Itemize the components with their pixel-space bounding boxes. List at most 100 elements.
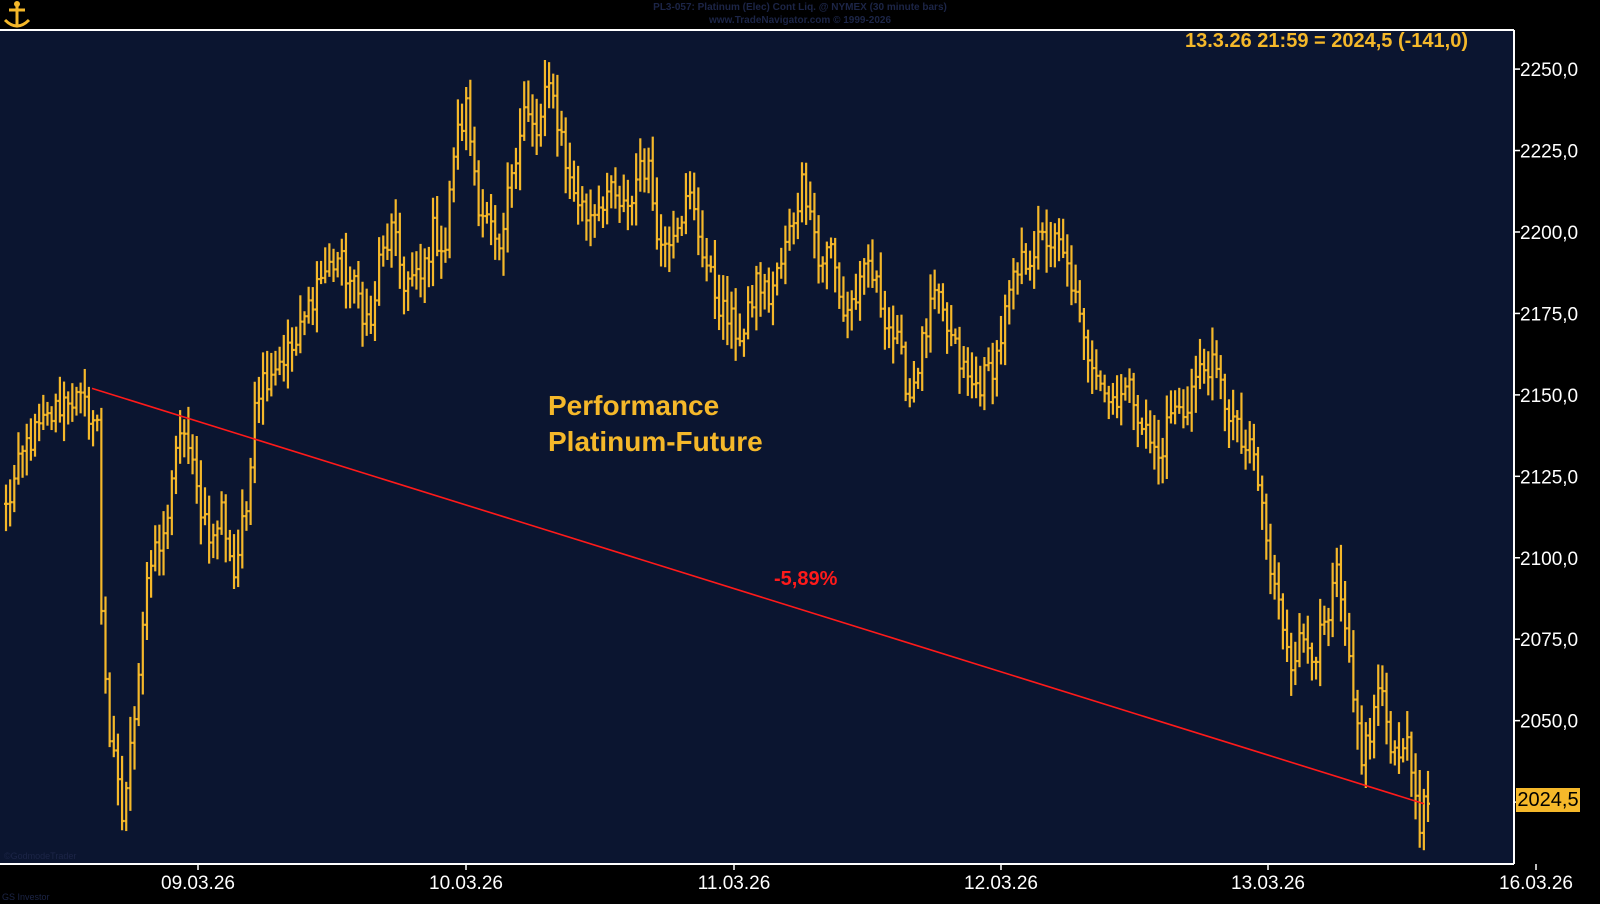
ohlc-bar (924, 318, 929, 359)
ohlc-bar (302, 311, 307, 336)
y-tick-label: 2050,0 (1520, 712, 1578, 733)
ohlc-bar (256, 376, 261, 424)
ohlc-bar (78, 382, 83, 414)
ohlc-bar (186, 406, 191, 464)
ohlc-bar (248, 457, 253, 526)
ohlc-bar (1135, 394, 1140, 448)
ohlc-bar (128, 716, 133, 811)
ohlc-bar (426, 246, 431, 288)
ohlc-bar (646, 147, 651, 194)
ohlc-bar (49, 406, 54, 431)
ohlc-bar (663, 226, 668, 268)
ohlc-bar (733, 288, 738, 361)
ohlc-bar (717, 274, 722, 331)
ohlc-bar (783, 225, 788, 285)
ohlc-bar (1011, 258, 1016, 310)
ohlc-bar (372, 281, 377, 342)
ohlc-bar (940, 283, 945, 322)
ohlc-bar (762, 273, 767, 310)
ohlc-bar (298, 295, 303, 354)
ohlc-bar (1421, 788, 1426, 851)
ohlc-bar (542, 59, 547, 137)
ohlc-bar (62, 381, 67, 442)
ohlc-bar (911, 360, 916, 403)
ohlc-bar (580, 186, 585, 222)
ohlc-bar (820, 256, 825, 283)
ohlc-bar (91, 410, 96, 447)
ohlc-bar (882, 290, 887, 350)
ohlc-bar (1314, 656, 1319, 680)
ohlc-bar (144, 562, 149, 640)
ohlc-bar (1173, 390, 1178, 425)
ohlc-bar (439, 225, 444, 279)
ohlc-bar (1334, 547, 1339, 598)
ohlc-bar (1177, 387, 1182, 414)
ohlc-bar (1426, 770, 1430, 823)
ohlc-bar (157, 524, 162, 576)
ohlc-bar (202, 487, 207, 526)
ohlc-bar (899, 314, 904, 355)
ohlc-bar (630, 195, 635, 226)
ohlc-bar (907, 378, 912, 408)
ohlc-bar (451, 147, 456, 203)
plot-area (0, 30, 1514, 864)
last-price-marker: 2024,5 (1516, 788, 1580, 812)
ohlc-bar (198, 460, 203, 545)
chart-header-copyright: www.TradeNavigator.com © 1999-2026 (708, 15, 892, 26)
ohlc-bar (1305, 615, 1310, 664)
ohlc-bar (28, 418, 33, 461)
ohlc-bar (1363, 722, 1368, 788)
ohlc-bar (20, 445, 25, 478)
last-price-info: 13.3.26 21:59 = 2024,5 (-141,0) (1185, 30, 1468, 52)
ohlc-bar (729, 291, 734, 349)
ohlc-bar (986, 347, 991, 372)
ohlc-bar (381, 235, 386, 267)
ohlc-bar (99, 407, 104, 625)
ohlc-bar (207, 495, 212, 564)
ohlc-bar (385, 223, 390, 260)
ohlc-bar (799, 162, 804, 223)
ohlc-bar (1256, 446, 1261, 491)
ohlc-bar (994, 340, 999, 397)
ohlc-bar (1401, 738, 1406, 763)
ohlc-bar (766, 267, 771, 313)
y-tick-label: 2200,0 (1520, 223, 1578, 244)
ohlc-bar (1094, 349, 1099, 390)
ohlc-bar (1309, 642, 1314, 681)
ohlc-bar (679, 215, 684, 236)
ohlc-bar (1417, 770, 1422, 848)
ohlc-bar (1239, 392, 1244, 454)
ohlc-bar (816, 215, 821, 284)
ohlc-bar (1023, 243, 1028, 275)
ohlc-bar (1338, 544, 1343, 622)
ohlc-bar (613, 167, 618, 209)
ohlc-bar (1185, 386, 1190, 426)
ohlc-bar (903, 341, 908, 402)
ohlc-bar (605, 172, 610, 225)
ohlc-bar (1131, 372, 1136, 431)
ohlc-bar (750, 284, 755, 318)
ohlc-bar (219, 491, 224, 535)
watermark-godmode: ©GodmodeTrader (4, 851, 77, 861)
ohlc-bar (1164, 395, 1169, 480)
ohlc-bar (1048, 221, 1053, 268)
watermark-footer: GS Investor (2, 892, 50, 902)
ohlc-bar (978, 365, 983, 407)
ohlc-bar (1189, 368, 1194, 432)
ohlc-bar (285, 319, 290, 389)
ohlc-bar (1057, 218, 1062, 262)
ohlc-bar (194, 435, 199, 504)
ohlc-bar (1003, 294, 1008, 366)
performance-title-line2: Platinum-Future (548, 426, 763, 457)
ohlc-bar (576, 165, 581, 225)
ohlc-bar (891, 305, 896, 364)
ohlc-bar (120, 755, 125, 831)
ohlc-bar (1231, 389, 1236, 441)
ohlc-bar (1028, 250, 1033, 281)
ohlc-bar (24, 423, 29, 476)
ohlc-bar (1392, 740, 1397, 766)
ohlc-bar (969, 352, 974, 399)
ohlc-bar (12, 464, 17, 513)
ohlc-bar (493, 205, 498, 260)
ohlc-bar (368, 295, 373, 334)
